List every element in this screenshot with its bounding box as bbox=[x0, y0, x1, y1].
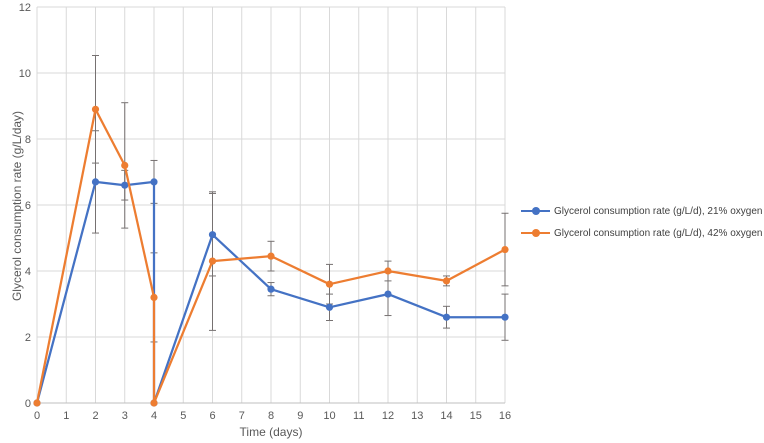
x-tick-label: 4 bbox=[151, 410, 157, 422]
x-tick-label: 12 bbox=[382, 410, 394, 422]
y-tick-label: 2 bbox=[25, 332, 31, 344]
data-point-marker bbox=[384, 290, 392, 298]
x-tick-label: 8 bbox=[268, 410, 274, 422]
y-tick-label: 12 bbox=[19, 2, 31, 14]
x-tick-label: 15 bbox=[470, 410, 482, 422]
data-point-marker bbox=[150, 399, 158, 407]
y-tick-label: 8 bbox=[25, 134, 31, 146]
x-tick-label: 14 bbox=[440, 410, 452, 422]
x-axis-title: Time (days) bbox=[239, 425, 303, 439]
data-point-marker bbox=[208, 257, 217, 265]
x-tick-label: 6 bbox=[209, 410, 215, 422]
x-tick-label: 7 bbox=[239, 410, 245, 422]
legend-label-42-oxygen: Glycerol consumption rate (g/L/d), 42% o… bbox=[554, 227, 763, 239]
data-point-marker bbox=[91, 178, 100, 186]
x-tick-label: 3 bbox=[122, 410, 128, 422]
data-point-marker bbox=[267, 252, 275, 260]
data-point-marker bbox=[442, 277, 451, 285]
x-tick-label: 16 bbox=[499, 410, 511, 422]
data-point-marker bbox=[384, 267, 392, 275]
legend-label-21-oxygen: Glycerol consumption rate (g/L/d), 21% o… bbox=[554, 205, 763, 217]
x-tick-label: 13 bbox=[411, 410, 423, 422]
y-tick-label: 4 bbox=[25, 266, 31, 278]
data-point-marker bbox=[325, 280, 334, 288]
data-point-marker bbox=[325, 303, 334, 311]
x-tick-label: 9 bbox=[297, 410, 303, 422]
data-point-marker bbox=[150, 178, 158, 186]
legend-item-42-oxygen: Glycerol consumption rate (g/L/d), 42% o… bbox=[521, 222, 764, 244]
x-tick-label: 10 bbox=[323, 410, 335, 422]
x-tick-label: 5 bbox=[180, 410, 186, 422]
data-point-marker bbox=[267, 285, 275, 293]
data-point-marker bbox=[442, 313, 451, 321]
legend-item-21-oxygen: Glycerol consumption rate (g/L/d), 21% o… bbox=[521, 200, 764, 222]
legend: Glycerol consumption rate (g/L/d), 21% o… bbox=[521, 200, 764, 244]
x-tick-label: 11 bbox=[353, 410, 364, 422]
y-tick-label: 6 bbox=[25, 200, 31, 212]
legend-marker-42-oxygen-icon bbox=[521, 229, 550, 237]
data-point-marker bbox=[91, 105, 100, 113]
data-point-marker bbox=[150, 293, 158, 301]
x-tick-label: 0 bbox=[34, 410, 40, 422]
y-tick-label: 0 bbox=[25, 398, 31, 410]
legend-marker-21-oxygen-icon bbox=[521, 207, 550, 215]
x-tick-label: 2 bbox=[92, 410, 98, 422]
y-axis-title: Glycerol consumption rate (g/L/day) bbox=[10, 110, 24, 302]
y-tick-label: 10 bbox=[19, 68, 31, 80]
data-point-marker bbox=[33, 399, 41, 407]
data-point-marker bbox=[501, 313, 509, 321]
data-point-marker bbox=[208, 231, 217, 239]
x-tick-label: 1 bbox=[63, 410, 69, 422]
data-point-marker bbox=[501, 245, 509, 254]
data-point-marker bbox=[121, 181, 129, 189]
data-point-marker bbox=[121, 161, 129, 169]
